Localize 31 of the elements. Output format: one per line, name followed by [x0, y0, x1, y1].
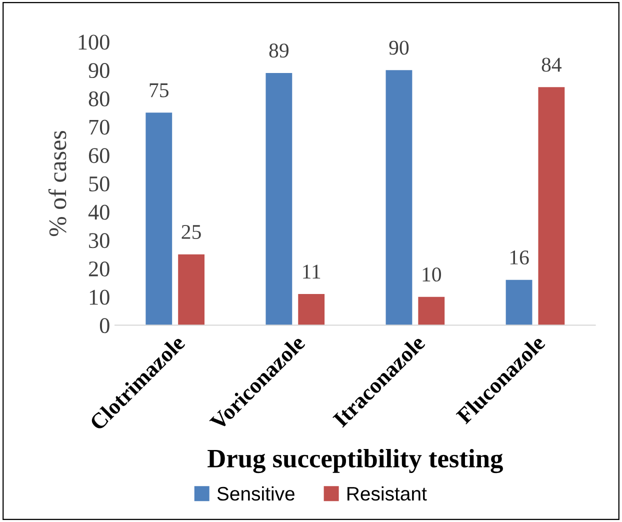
y-tick-label: 100: [78, 34, 110, 50]
data-label: 16: [510, 250, 529, 265]
y-tick-label: 40: [88, 204, 110, 220]
bar: [418, 296, 445, 326]
bar: [386, 70, 412, 326]
bar: [178, 254, 205, 326]
bar: [538, 87, 565, 326]
y-tick-label: 30: [89, 233, 110, 248]
y-tick-label: 80: [88, 91, 110, 106]
x-axis-title: Drug succeptibility testing: [208, 448, 503, 474]
data-label: 10: [422, 267, 442, 282]
data-label: 89: [269, 44, 288, 58]
y-tick-label: 90: [88, 63, 110, 78]
data-label: 25: [182, 225, 201, 239]
y-axis-title: % of cases: [48, 130, 66, 236]
y-tick-label: 20: [88, 261, 110, 276]
legend-label: Sensitive: [217, 486, 294, 501]
data-label: 75: [150, 83, 168, 98]
y-tick-label: 70: [89, 120, 110, 135]
bar: [298, 294, 325, 326]
bar: [506, 280, 532, 326]
legend-label: Resistant: [347, 486, 427, 501]
data-label: 11: [303, 264, 320, 278]
bar: [266, 72, 292, 326]
y-tick-label: 10: [90, 290, 110, 305]
y-tick-label: 50: [89, 176, 110, 192]
bar: [146, 112, 172, 326]
y-tick-label: 60: [88, 148, 110, 164]
y-tick-label: 0: [100, 318, 110, 334]
data-label: 90: [389, 40, 409, 55]
data-label: 84: [542, 58, 562, 72]
